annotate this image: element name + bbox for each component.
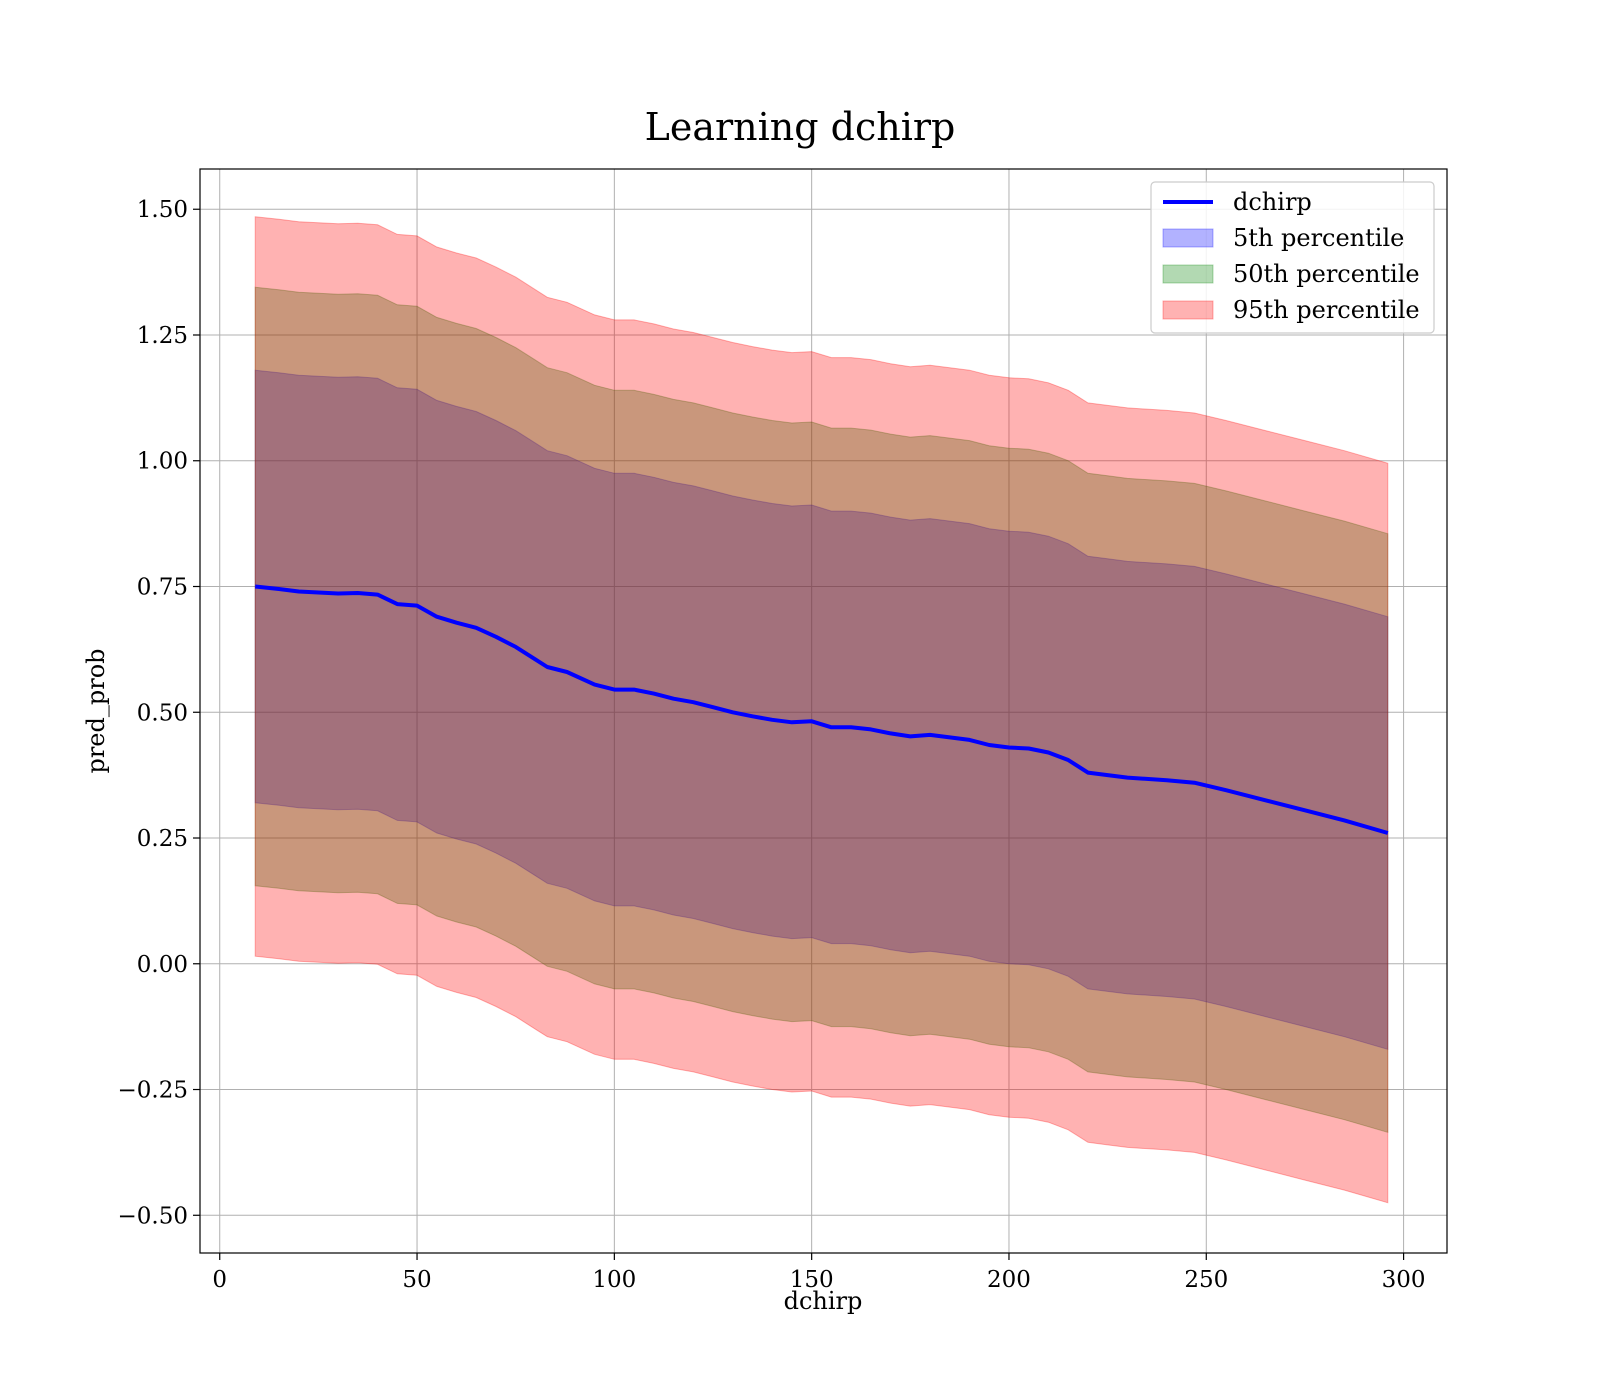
x-tick-label: 300 — [1382, 1267, 1426, 1293]
band-5th-percentile — [254, 369, 1389, 1050]
y-tick-label: 1.25 — [137, 323, 188, 349]
y-tick-label: −0.25 — [118, 1078, 188, 1104]
x-axis-label: dchirp — [784, 1287, 863, 1315]
x-tick-label: 250 — [1184, 1267, 1228, 1293]
y-tick-label: 0.25 — [137, 826, 188, 852]
x-tick-label: 100 — [592, 1267, 636, 1293]
x-tick-label: 50 — [402, 1267, 431, 1293]
legend: dchirp 5th percentile 50th percentile 95th … — [1150, 181, 1435, 334]
y-tick-label: 0.00 — [137, 952, 188, 978]
y-tick-label: 0.50 — [137, 700, 188, 726]
legend-label: 50th percentile — [1233, 260, 1420, 288]
x-ticks: 0 50 100 150 200 250 300 — [212, 1253, 1426, 1293]
y-tick-label: 1.00 — [137, 449, 188, 475]
line-dchirp — [254, 584, 1389, 835]
percentile-bands — [254, 216, 1389, 1204]
legend-swatch — [1162, 264, 1214, 284]
x-tick-label: 150 — [790, 1267, 834, 1293]
legend-box — [1150, 181, 1435, 334]
y-tick-label: 1.50 — [137, 197, 188, 223]
legend-label: dchirp — [1233, 188, 1312, 216]
x-tick-label: 0 — [212, 1267, 227, 1293]
y-tick-label: −0.50 — [118, 1203, 188, 1229]
legend-label: 5th percentile — [1233, 224, 1404, 252]
band-95th-percentile — [254, 216, 1389, 1204]
band-50th-percentile — [254, 286, 1389, 1133]
series-lines — [254, 584, 1389, 835]
y-ticks: 1.50 1.25 1.00 0.75 0.50 0.25 0.00 −0.25 −0.50 — [118, 197, 200, 1229]
legend-swatch — [1162, 228, 1214, 248]
grid — [200, 169, 1447, 1253]
legend-label: 95th percentile — [1233, 296, 1420, 324]
plot-frame — [199, 168, 1448, 1254]
x-tick-label: 200 — [987, 1267, 1031, 1293]
y-axis-label: pred_prob — [82, 648, 110, 773]
legend-swatch — [1162, 300, 1214, 320]
chart-title: Learning dchirp — [645, 105, 956, 149]
y-tick-label: 0.75 — [137, 575, 188, 601]
